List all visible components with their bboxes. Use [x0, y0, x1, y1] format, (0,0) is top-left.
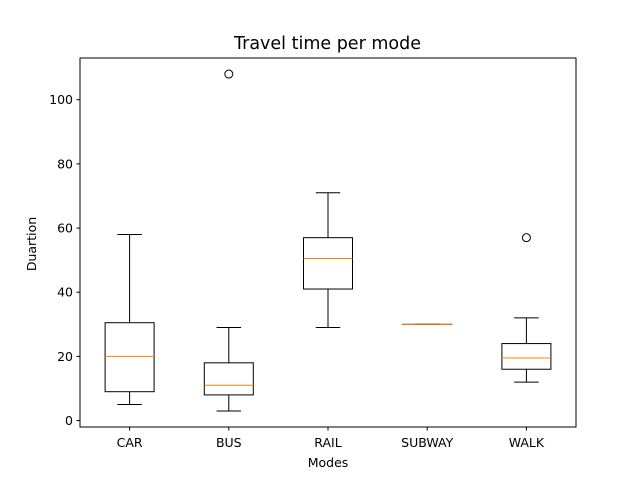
x-axis: CAR BUS RAIL SUBWAY WALK: [117, 427, 545, 450]
x-tick-label-car: CAR: [117, 435, 143, 450]
x-axis-label: Modes: [308, 455, 349, 470]
box-car: [104, 322, 155, 393]
box-group-rail: [303, 192, 353, 329]
x-tick-label-walk: WALK: [509, 435, 545, 450]
y-tick-label-20: 20: [57, 349, 73, 364]
plot-marks: [104, 69, 552, 412]
y-axis: 0 20 40 60 80 100: [49, 92, 80, 428]
x-tick-label-rail: RAIL: [314, 435, 341, 450]
y-tick-label-60: 60: [57, 221, 73, 236]
box-group-car: [104, 233, 155, 406]
box-bus: [203, 362, 254, 396]
y-tick-label-0: 0: [65, 413, 73, 428]
y-tick-label-40: 40: [57, 285, 73, 300]
x-tick-label-subway: SUBWAY: [401, 435, 453, 450]
box-group-bus: [203, 69, 254, 412]
box-walk: [501, 343, 552, 370]
y-axis-label: Duartion: [24, 217, 39, 271]
outlier-bus-0: [224, 69, 234, 79]
y-tick-label-80: 80: [57, 156, 73, 171]
outlier-walk-0: [521, 233, 531, 243]
x-tick-label-bus: BUS: [216, 435, 242, 450]
box-rail: [303, 237, 353, 290]
box-group-walk: [501, 233, 552, 383]
chart-title: Travel time per mode: [233, 34, 421, 54]
y-tick-label-100: 100: [49, 92, 73, 107]
